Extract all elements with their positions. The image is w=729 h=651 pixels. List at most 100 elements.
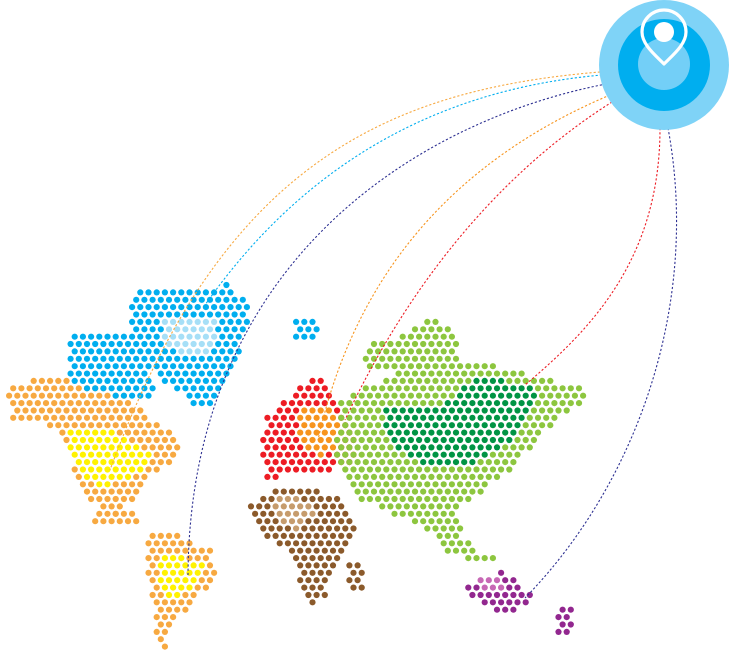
map-dot: [522, 436, 529, 444]
map-dot: [83, 400, 91, 407]
map-dot: [489, 377, 496, 384]
map-dot: [411, 340, 419, 348]
map-dot: [448, 525, 455, 532]
map-dot: [428, 488, 435, 495]
map-dot: [157, 340, 164, 348]
map-dot: [526, 444, 533, 451]
map-dot: [157, 532, 164, 540]
map-dot: [379, 503, 386, 510]
map-dot: [161, 614, 168, 621]
map-dot: [313, 532, 320, 540]
map-dot: [268, 495, 275, 503]
map-dot: [358, 584, 365, 591]
map-dot: [403, 385, 410, 392]
map-dot: [391, 466, 398, 473]
map-dot: [202, 584, 209, 591]
map-dot: [309, 436, 316, 444]
map-dot: [567, 606, 574, 613]
map-dot: [202, 333, 209, 340]
map-dot: [223, 296, 230, 303]
map-dot: [170, 348, 177, 355]
map-dot: [120, 451, 127, 458]
map-dot: [493, 400, 501, 407]
map-dot: [293, 451, 300, 458]
map-dot: [120, 363, 127, 370]
map-dot: [477, 429, 484, 436]
map-dot: [178, 348, 185, 355]
map-dot: [534, 385, 542, 392]
map-dot: [506, 599, 513, 606]
map-dot: [342, 540, 349, 547]
map-dot: [346, 429, 353, 436]
map-dot: [272, 414, 279, 421]
map-dot: [133, 370, 140, 377]
map-dot: [174, 547, 181, 554]
map-dot: [145, 555, 152, 562]
map-dot: [34, 414, 41, 421]
map-dot: [141, 429, 148, 436]
map-dot: [370, 385, 378, 392]
map-dot: [186, 540, 193, 547]
map-dot: [47, 392, 54, 399]
map-dot: [395, 340, 402, 348]
map-dot: [379, 444, 386, 451]
map-dot: [375, 466, 382, 473]
map-dot: [206, 296, 214, 303]
map-dot: [444, 385, 451, 392]
map-dot: [133, 518, 140, 525]
map-dot: [452, 488, 460, 495]
map-dot: [465, 466, 472, 473]
map-dot: [276, 540, 283, 547]
map-dot: [133, 340, 140, 348]
map-dot: [502, 414, 509, 421]
pin-dot: [654, 22, 674, 42]
map-dot: [498, 569, 505, 576]
map-dot: [514, 451, 521, 458]
map-dot: [506, 377, 513, 384]
map-dot: [514, 392, 521, 399]
map-dot: [399, 436, 406, 444]
map-dot: [79, 422, 86, 429]
map-dot: [428, 503, 435, 510]
map-dot: [165, 621, 173, 628]
map-dot: [133, 473, 140, 480]
map-dot: [174, 444, 181, 451]
map-dot: [71, 451, 78, 458]
map-dot: [309, 510, 316, 517]
map-dot: [440, 451, 447, 458]
map-dot: [522, 599, 529, 606]
map-dot: [489, 407, 496, 414]
map-dot: [309, 599, 316, 606]
map-dot: [407, 422, 414, 429]
map-dot: [14, 392, 21, 399]
map-dot: [465, 555, 472, 562]
map-dot: [514, 377, 521, 384]
map-dot: [165, 606, 173, 613]
map-dot: [518, 414, 525, 421]
map-dot: [190, 591, 197, 599]
map-dot: [547, 377, 554, 384]
map-dot: [133, 355, 140, 362]
map-dot: [411, 385, 419, 392]
map-dot: [485, 591, 492, 599]
map-dot: [379, 400, 386, 407]
map-dot: [145, 451, 152, 458]
map-dot: [14, 407, 21, 414]
map-dot: [186, 363, 193, 370]
map-dot: [424, 495, 431, 503]
map-dot: [112, 363, 119, 370]
map-dot: [411, 503, 419, 510]
map-dot: [522, 407, 529, 414]
map-dot: [161, 289, 168, 296]
map-dot: [165, 532, 173, 540]
map-dot: [399, 451, 406, 458]
map-dot: [452, 355, 460, 362]
map-dot: [194, 318, 201, 325]
map-dot: [149, 547, 156, 554]
map-dot: [165, 577, 173, 584]
map-dot: [280, 532, 287, 540]
map-dot: [485, 414, 492, 421]
map-dot: [534, 414, 542, 421]
map-dot: [108, 429, 115, 436]
map-dot: [141, 444, 148, 451]
